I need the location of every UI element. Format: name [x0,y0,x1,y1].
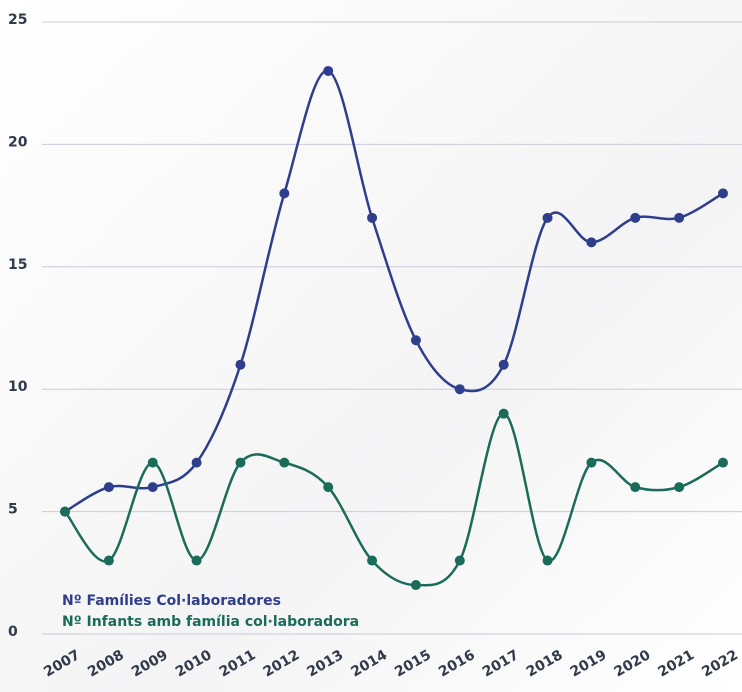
legend-label: Nº Famílies Col·laboradores [62,593,281,609]
data-point [235,359,246,370]
data-point [674,482,685,493]
y-tick-label: 25 [8,12,27,28]
data-point [454,555,465,566]
data-point [279,188,290,199]
data-point [674,212,685,223]
data-point [542,212,553,223]
data-point [586,237,597,248]
data-point [103,482,114,493]
data-point [454,384,465,395]
data-point [235,457,246,468]
y-tick-label: 20 [8,134,28,150]
data-point [718,457,728,468]
data-point [191,555,202,566]
data-point [542,555,553,566]
data-point [103,555,114,566]
y-tick-label: 10 [8,379,28,395]
data-point [60,506,70,517]
data-point [367,212,378,223]
y-tick-label: 0 [8,624,18,640]
y-tick-label: 15 [8,257,27,273]
data-point [191,457,202,468]
data-point [323,482,334,493]
data-point [367,555,378,566]
data-point [630,212,641,223]
data-point [410,580,421,591]
legend-label: Nº Infants amb família col·laboradora [62,614,359,630]
y-tick-label: 5 [8,502,18,518]
data-point [586,457,597,468]
data-point [498,359,509,370]
data-point [410,335,421,346]
data-point [147,482,158,493]
data-point [630,482,641,493]
data-point [718,188,728,199]
data-point [498,408,509,419]
data-point [279,457,290,468]
data-point [147,457,158,468]
data-point [323,65,334,76]
